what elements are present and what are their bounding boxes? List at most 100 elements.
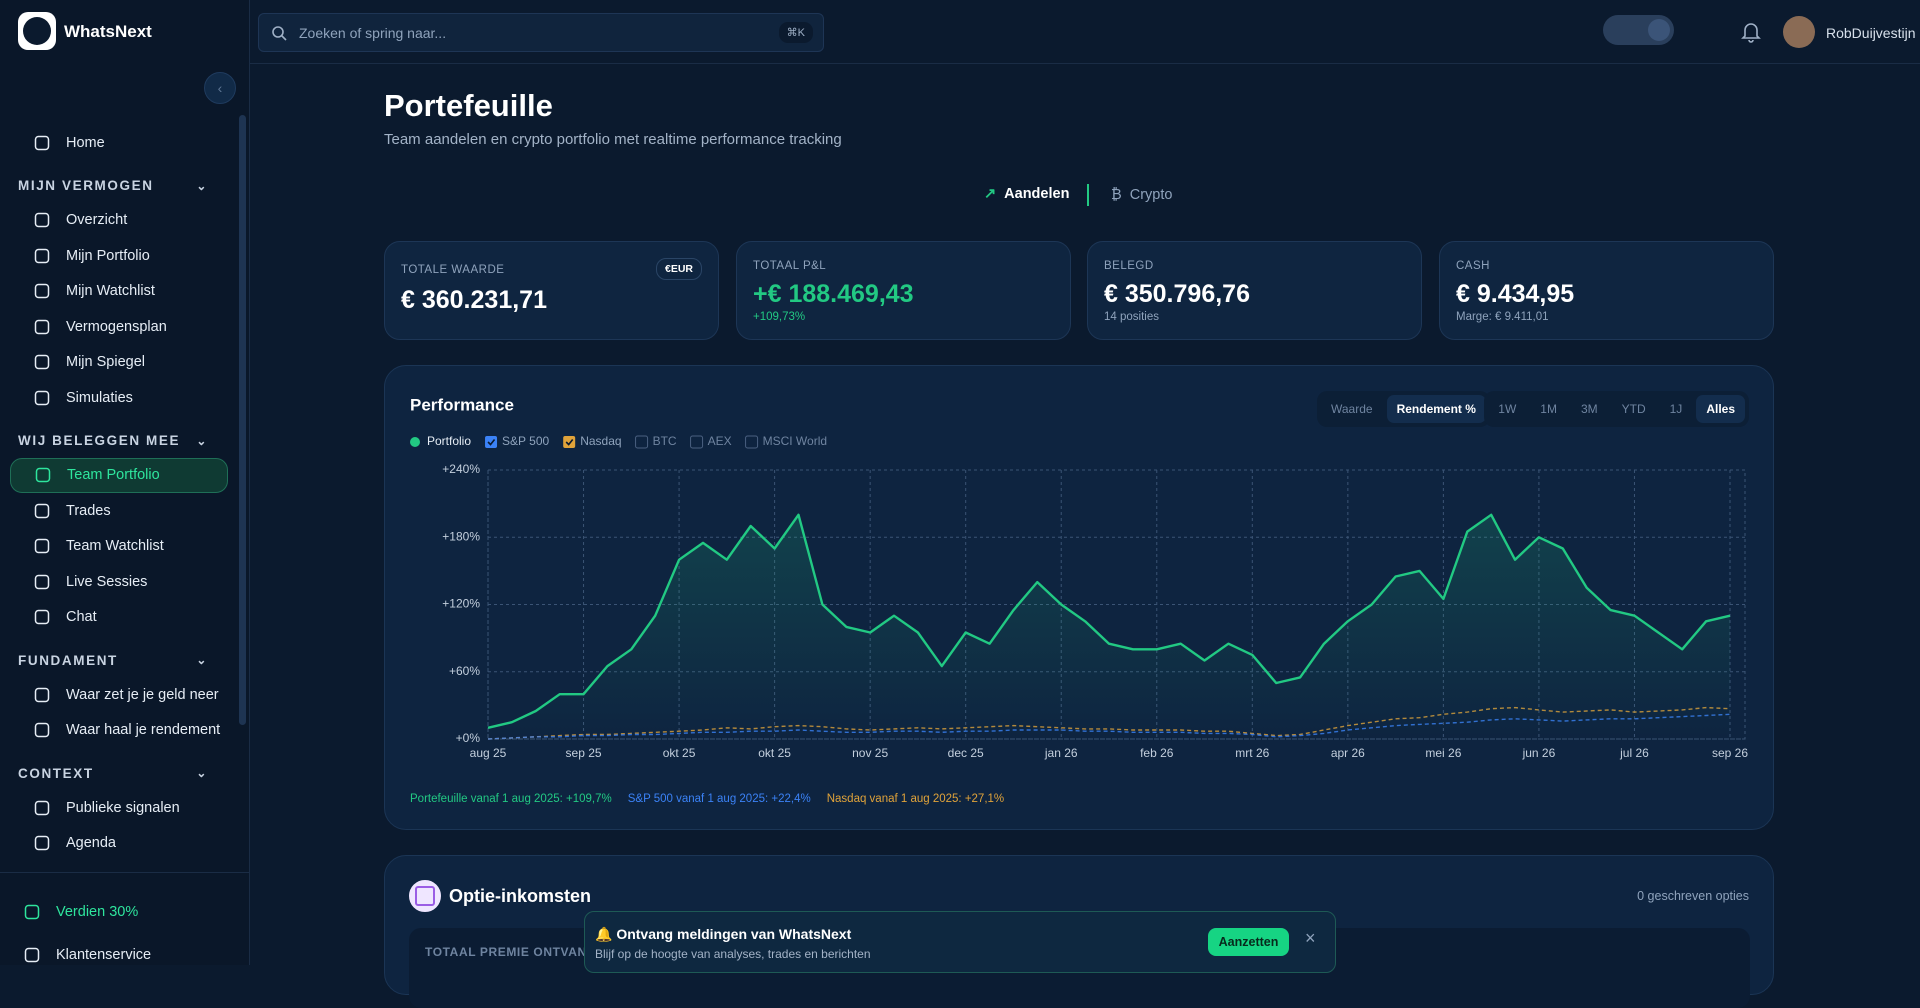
tab[interactable]: ↗ Aandelen <box>984 186 1070 202</box>
brand: WhatsNext <box>64 22 152 41</box>
search-icon <box>272 26 287 41</box>
nav-item[interactable]: Mijn Spiegel <box>10 345 228 381</box>
y-tick-label: +240% <box>442 462 480 476</box>
nav-label: Waar zet je je geld neer <box>66 686 219 703</box>
collapse-button[interactable]: ‹ <box>204 72 236 104</box>
nav-item[interactable]: Live Sessies <box>10 564 228 600</box>
range-option[interactable]: 1W <box>1498 402 1517 416</box>
chevron: ⌄ <box>196 653 208 667</box>
chevron: ⌄ <box>196 178 208 193</box>
nav-item[interactable]: Agenda <box>10 826 228 862</box>
card-value: € 360.231,71 <box>401 286 547 314</box>
logo[interactable] <box>18 12 56 50</box>
range-option[interactable]: 1J <box>1669 402 1683 416</box>
nav-item[interactable]: Mijn Portfolio <box>10 238 228 274</box>
range-option[interactable]: 1M <box>1540 402 1557 416</box>
y-tick-label: +180% <box>442 529 480 543</box>
nav-label: Publieke signalen <box>66 799 180 816</box>
nav-item[interactable]: Klantenservice <box>10 933 238 965</box>
nav-icon <box>34 687 50 702</box>
nav-item[interactable]: Verdien 30% <box>10 890 238 933</box>
legend-checkbox <box>635 435 649 449</box>
search-box[interactable]: Zoeken of spring naar... ⌘K <box>258 13 824 52</box>
x-tick-label: mei 26 <box>1425 746 1461 760</box>
tab-label: Aandelen <box>1004 186 1070 202</box>
stat-card: TOTALE WAARDE € 360.231,71 €EUR <box>384 241 719 340</box>
toast-close[interactable]: × <box>1305 928 1316 948</box>
nav-label: Agenda <box>66 835 116 852</box>
nav-item[interactable]: Trades <box>10 493 228 529</box>
card-label: CASH <box>1456 260 1490 272</box>
nav-item[interactable]: Team Portfolio <box>10 457 228 493</box>
toast-title: 🔔 Ontvang meldingen van WhatsNext <box>595 926 852 942</box>
sidebar-footer: Verdien 30% Klantenservice <box>0 872 249 965</box>
card-value: +€ 188.469,43 <box>753 280 914 308</box>
nav-section-title: CONTEXT <box>18 765 94 781</box>
nav-label: Overzicht <box>66 212 128 229</box>
page-subtitle: Team aandelen en crypto portfolio met re… <box>384 131 842 148</box>
x-tick-label: jun 26 <box>1522 746 1556 760</box>
tab-divider <box>1087 184 1089 206</box>
nav-section: FUNDAMENT ⌄ <box>0 643 240 677</box>
annotation: S&P 500 vanaf 1 aug 2025: +22,4% <box>628 793 811 805</box>
x-tick-label: jan 26 <box>1044 746 1078 760</box>
theme-toggle[interactable] <box>1603 15 1674 45</box>
nav-item[interactable]: Vermogensplan <box>10 309 228 345</box>
nav-icon <box>34 390 50 405</box>
stat-card: BELEGD € 350.796,76 14 posities <box>1087 241 1422 340</box>
range-option[interactable]: Alles <box>1696 395 1745 423</box>
options-count: 0 geschreven opties <box>1637 889 1749 903</box>
check <box>565 439 574 446</box>
search-placeholder: Zoeken of spring naar... <box>299 25 447 41</box>
card-value: € 9.434,95 <box>1456 280 1575 308</box>
range-option[interactable]: YTD <box>1621 402 1646 416</box>
card-sub: 14 posities <box>1104 311 1159 323</box>
nav-item[interactable]: Waar haal je rendement <box>10 713 228 749</box>
card-label: BELEGD <box>1104 260 1154 272</box>
legend-label: BTC <box>653 434 677 448</box>
nav-label: Vermogensplan <box>66 318 167 335</box>
check <box>487 439 496 446</box>
x-tick-label: sep 26 <box>1712 746 1748 760</box>
toast-button[interactable]: Aanzetten <box>1208 928 1289 956</box>
bell-icon[interactable] <box>1741 21 1761 43</box>
nav-item[interactable]: Waar zet je je geld neer <box>10 677 228 713</box>
tab[interactable]: ₿ Crypto <box>1111 187 1173 203</box>
range-option[interactable]: 3M <box>1580 402 1598 416</box>
x-tick-label: apr 26 <box>1331 746 1365 760</box>
currency-badge[interactable]: €EUR <box>655 258 702 280</box>
avatar[interactable] <box>1783 16 1815 48</box>
nav-icon <box>34 248 50 263</box>
nav-label: Home <box>66 134 105 151</box>
nav-icon <box>35 468 51 483</box>
options-title: Optie-inkomsten <box>449 886 592 906</box>
nav-label: Mijn Portfolio <box>66 247 150 264</box>
nav-item[interactable]: Team Watchlist <box>10 529 228 565</box>
nav-icon <box>34 800 50 815</box>
nav-icon <box>34 723 50 738</box>
nav-label: Simulaties <box>66 389 133 406</box>
nav-item[interactable]: Chat <box>10 600 228 636</box>
legend-checkbox <box>745 435 759 449</box>
nav-item[interactable]: Home <box>10 125 228 161</box>
nav-item[interactable]: Simulaties <box>10 380 228 416</box>
legend-checkbox <box>690 435 704 449</box>
mode-option[interactable]: Waarde <box>1331 402 1373 416</box>
legend-checkbox <box>563 436 576 448</box>
legend-label: AEX <box>708 434 732 448</box>
nav-section-title: FUNDAMENT <box>18 652 118 668</box>
range-toggle: 1W 1M 3M YTD 1J Alles <box>1484 391 1749 427</box>
stat-card: CASH € 9.434,95 Marge: € 9.411,01 <box>1439 241 1774 340</box>
x-tick-label: jul 26 <box>1619 746 1649 760</box>
nav-icon <box>34 284 50 299</box>
user-name[interactable]: RobDuijvestijn <box>1826 25 1916 41</box>
card-label: TOTAAL P&L <box>753 260 827 272</box>
nav-item[interactable]: Overzicht <box>10 203 228 239</box>
nav-item[interactable]: Mijn Watchlist <box>10 274 228 310</box>
nav-section-title: WIJ BELEGGEN MEE <box>18 433 181 448</box>
nav: Home MIJN VERMOGEN ⌄ Overzicht Mijn Portfoli… <box>0 125 240 870</box>
card-sub: Marge: € 9.411,01 <box>1456 311 1549 323</box>
nav-item[interactable]: Publieke signalen <box>10 790 228 826</box>
mode-option[interactable]: Rendement % <box>1386 395 1486 423</box>
